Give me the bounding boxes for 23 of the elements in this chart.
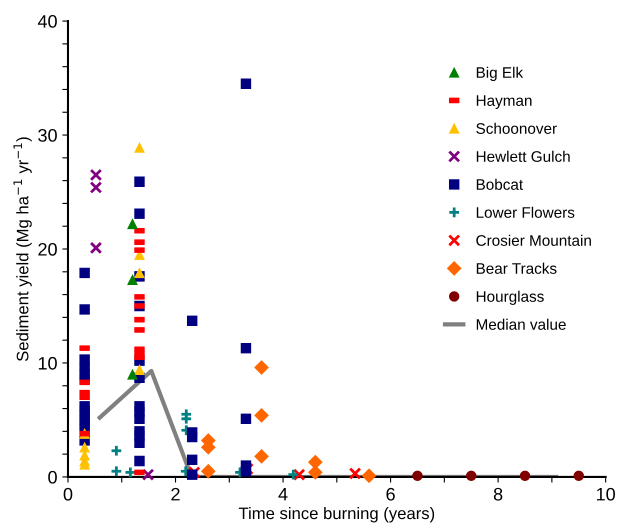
legend-label: Crosier Mountain (476, 234, 591, 246)
legend-label: Hewlett Gulch (476, 150, 570, 162)
x-tick-label: 10 (596, 488, 615, 501)
x-tick-label: 8 (494, 488, 502, 501)
legend-label: Hourglass (476, 290, 544, 305)
legend-label: Big Elk (476, 66, 524, 81)
y-axis-title: Sediment yield (Mg ha$^{−1}$ yr$^{−1}$) (13, 137, 32, 362)
x-tick-label: 6 (386, 488, 395, 501)
y-tick-label: 30 (38, 128, 57, 142)
legend-label: Bobcat (476, 178, 524, 190)
x-tick-label: 2 (171, 488, 180, 500)
x-tick-label: 0 (64, 488, 72, 501)
legend-label: Median value (476, 318, 566, 330)
y-tick-label: 10 (38, 356, 57, 370)
x-axis-title: Time since burning (years) (238, 506, 434, 522)
legend-label: Hayman (476, 95, 532, 109)
legend-label: Lower Flowers (476, 206, 574, 218)
x-tick-label: 4 (278, 488, 288, 500)
y-tick-label: 0 (48, 470, 57, 484)
legend-label: Bear Tracks (476, 262, 557, 274)
legend-label: Schoonover (476, 122, 557, 134)
y-tick-label: 40 (38, 15, 57, 28)
y-tick-label: 20 (38, 242, 57, 256)
